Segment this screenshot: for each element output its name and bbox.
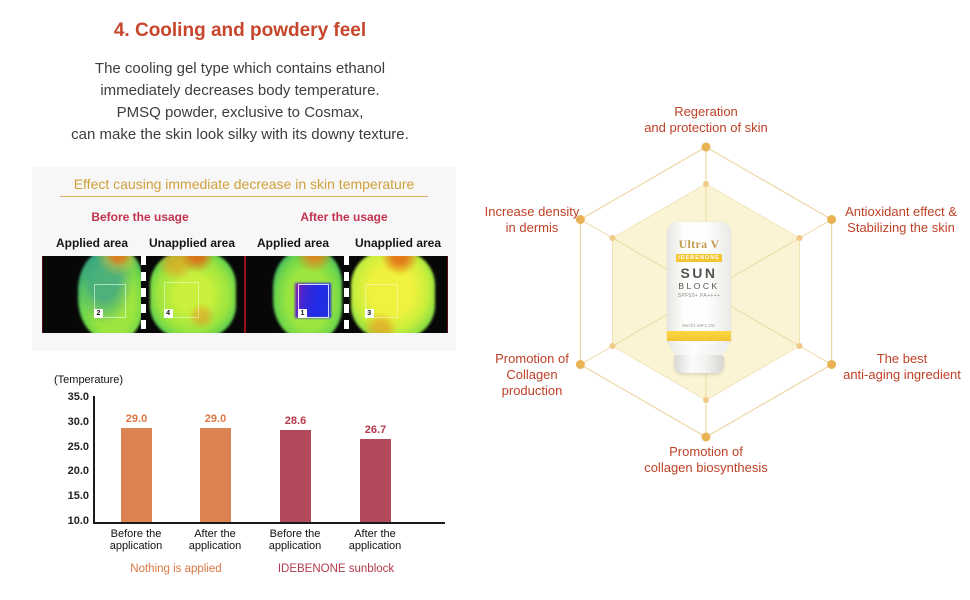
applied-area-label: Applied area	[256, 236, 330, 250]
temperature-bar-chart: (Temperature) 35.0 30.0 25.0 20.0 15.0 1…	[40, 372, 460, 590]
product-image: Ultra V IDEBENONE SUN BLOCK SPF50+ PA+++…	[667, 222, 731, 373]
description-line: can make the skin look silky with its do…	[71, 126, 409, 143]
y-axis-title: (Temperature)	[54, 374, 124, 386]
radar-label-regeneration: Regeration and protection of skin	[583, 104, 829, 136]
y-tick: 15.0	[67, 490, 89, 503]
thermal-section-heading: Effect causing immediate decrease in ski…	[60, 167, 428, 197]
bar	[280, 429, 311, 522]
thermal-section: Effect causing immediate decrease in ski…	[32, 167, 456, 351]
thermal-body-image	[149, 256, 237, 333]
bar-column: 29.0	[111, 413, 162, 522]
x-category-label: After the application	[348, 528, 402, 552]
product-name-line2: BLOCK	[678, 281, 720, 291]
product-badge: IDEBENONE	[676, 254, 722, 262]
y-tick: 25.0	[67, 440, 89, 453]
radar-label-line: Promotion of	[495, 351, 569, 366]
thermal-image-strip: 2 4 1 3	[42, 256, 448, 333]
thermal-image-panel: 3	[349, 256, 447, 333]
description-line: The cooling gel type which contains etha…	[94, 60, 386, 77]
measurement-box: 4	[163, 282, 199, 318]
radar-label-antioxidant: Antioxidant effect & Stabilizing the ski…	[836, 204, 966, 236]
dashed-divider	[344, 256, 349, 333]
radar-label-line: collagen biosynthesis	[644, 460, 768, 475]
radar-label-line: anti-aging ingredient	[843, 367, 961, 382]
bar-column: 28.6	[270, 415, 321, 522]
bar	[200, 427, 231, 522]
y-tick: 30.0	[67, 415, 89, 428]
product-name-line1: SUN	[680, 265, 718, 281]
radar-label-line: Stabilizing the skin	[847, 220, 955, 235]
description-line: PMSQ powder, exclusive to Cosmax,	[116, 104, 364, 121]
red-divider	[244, 256, 246, 333]
description: The cooling gel type which contains etha…	[0, 58, 480, 146]
measurement-marker: 1	[297, 308, 307, 318]
product-volume: 50ml/1.69FL.OZ.	[682, 323, 716, 328]
applied-area-label: Applied area	[55, 236, 129, 250]
unapplied-area-label: Unapplied area	[148, 236, 236, 250]
radar-label-line: Regeration	[674, 104, 738, 119]
thermal-image-panel: 4	[146, 256, 244, 333]
bar	[121, 427, 152, 522]
measurement-marker: 2	[93, 309, 103, 319]
description-line: immediately decreases body temperature.	[100, 82, 380, 99]
thermal-image-panel: 2	[43, 256, 141, 333]
radar-label-line: and protection of skin	[644, 120, 768, 135]
group-label-idebenone-sunblock: IDEBENONE sunblock	[277, 563, 395, 575]
bar-value-label: 28.6	[284, 414, 307, 427]
radar-label-line: in dermis	[505, 220, 559, 235]
y-axis	[93, 396, 95, 524]
bar-column: 29.0	[190, 413, 241, 522]
radar-label-line: Collagen production	[501, 367, 563, 398]
radar-label-line: The best	[876, 351, 928, 366]
after-usage-label: After the usage	[300, 210, 388, 224]
thermal-image-panel: 1	[246, 256, 344, 333]
outer-vertex-dots	[575, 142, 837, 442]
radar-label-line: Increase density	[484, 204, 580, 219]
thermal-body-image	[350, 256, 436, 333]
unapplied-area-label: Unapplied area	[354, 236, 442, 250]
tube-yellow-band	[667, 331, 731, 341]
x-category-label: After the application	[188, 528, 242, 552]
bar-column: 26.7	[350, 424, 401, 522]
x-category-label: Before the application	[268, 528, 322, 552]
product-spf: SPF50+ PA++++	[677, 293, 721, 299]
benefit-hexagon-diagram: Regeration and protection of skin Increa…	[480, 85, 966, 525]
x-category-label: Before the application	[109, 528, 163, 552]
y-tick: 20.0	[67, 465, 89, 478]
tube-cap	[674, 355, 724, 373]
product-brand: Ultra V	[678, 237, 720, 251]
radar-label-increase-density: Increase density in dermis	[480, 204, 584, 236]
measurement-marker: 3	[364, 308, 374, 318]
product-tube-body: Ultra V IDEBENONE SUN BLOCK SPF50+ PA+++…	[667, 222, 731, 344]
radar-label-collagen-production: Promotion of Collagen production	[480, 351, 584, 399]
y-tick: 10.0	[67, 515, 89, 527]
measurement-box: 3	[364, 283, 398, 318]
tube-shoulder	[668, 344, 730, 355]
measurement-marker: 4	[163, 308, 173, 318]
bar	[360, 439, 391, 522]
y-tick: 35.0	[67, 391, 89, 403]
radar-label-collagen-biosynthesis: Promotion of collagen biosynthesis	[583, 444, 829, 476]
group-label-nothing-applied: Nothing is applied	[130, 563, 222, 575]
inner-vertex-dots	[609, 181, 803, 403]
bar-value-label: 29.0	[125, 412, 148, 425]
bar-value-label: 29.0	[204, 412, 227, 425]
radar-label-anti-aging: The best anti-aging ingredient	[836, 351, 968, 383]
radar-label-line: Promotion of	[669, 444, 743, 459]
measurement-box: 2	[93, 283, 127, 319]
dashed-divider	[141, 256, 146, 333]
thermal-body-image	[78, 256, 141, 333]
bar-value-label: 26.7	[364, 424, 387, 437]
before-usage-label: Before the usage	[91, 210, 189, 224]
page-title: 4. Cooling and powdery feel	[113, 20, 367, 41]
radar-label-line: Antioxidant effect &	[845, 204, 957, 219]
measurement-box: 1	[297, 284, 330, 318]
x-axis	[93, 522, 445, 524]
